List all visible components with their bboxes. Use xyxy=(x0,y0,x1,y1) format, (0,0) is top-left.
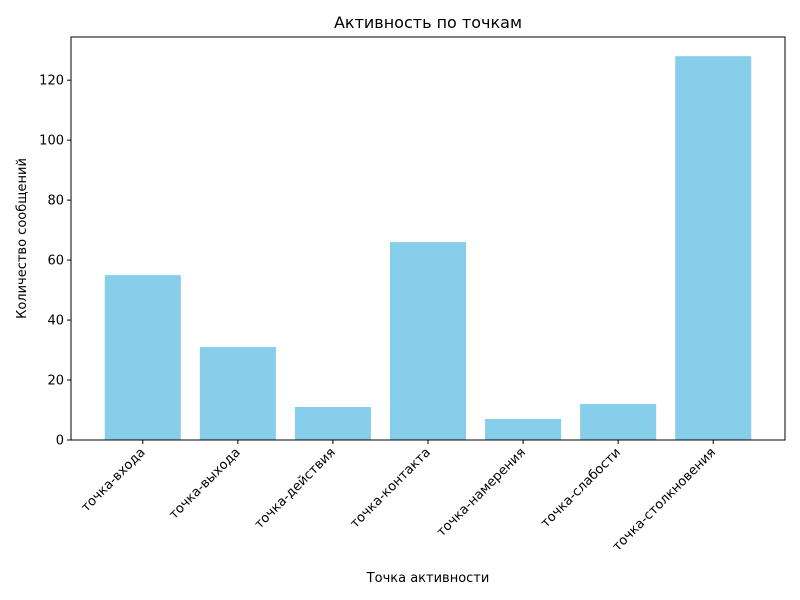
bar-точка-слабости xyxy=(580,404,657,440)
bar-точка-намерения xyxy=(485,419,562,440)
bar-точка-выхода xyxy=(199,347,276,440)
y-axis-ticks: 0 20 40 60 80 100 120 xyxy=(39,74,71,449)
bar-точка-действия xyxy=(294,407,371,440)
y-tick-label: 60 xyxy=(47,254,64,269)
x-axis-label: Точка активности xyxy=(366,571,490,586)
bar-точка-столкновения xyxy=(675,56,752,440)
chart-title: Активность по точкам xyxy=(334,13,522,32)
y-tick-label: 120 xyxy=(39,74,64,89)
y-tick-label: 20 xyxy=(47,374,64,389)
y-axis-label: Количество сообщений xyxy=(15,158,30,319)
y-tick-label: 100 xyxy=(39,134,64,149)
y-tick-label: 0 xyxy=(56,434,64,449)
plot-frame xyxy=(70,36,786,441)
bar-точка-контакта xyxy=(389,242,467,440)
y-tick-label: 40 xyxy=(47,314,64,329)
bars-group xyxy=(104,56,752,440)
bar-точка-входа xyxy=(104,275,181,440)
y-tick-label: 80 xyxy=(47,194,64,209)
